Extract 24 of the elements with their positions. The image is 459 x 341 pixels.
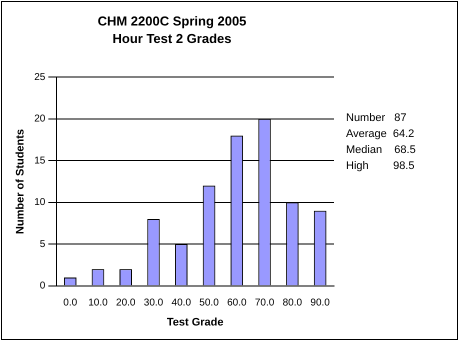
text: Median 68.5 xyxy=(346,143,416,158)
y-axis-title: Number of Students xyxy=(14,128,27,234)
x-tick-label: 30.0 xyxy=(144,298,164,309)
y-tick-label: 25 xyxy=(34,72,46,83)
text: High 98.5 xyxy=(346,159,416,174)
y-tick-label: 10 xyxy=(34,197,46,208)
chart-title: CHM 2200C Spring 2005 xyxy=(98,13,246,28)
x-tick-label: 60.0 xyxy=(227,298,247,309)
text: Average 64.2 xyxy=(346,127,416,142)
y-tick-label: 0 xyxy=(40,280,46,292)
x-tick-label: 80.0 xyxy=(282,298,303,309)
y-tick-label: 15 xyxy=(34,155,46,166)
x-axis-title: Test Grade xyxy=(166,316,224,328)
x-tick-label: 90.0 xyxy=(310,298,330,309)
x-tick-label: 40.0 xyxy=(172,298,192,309)
x-tick-label: 10.0 xyxy=(88,298,108,309)
x-tick-label: 0.0 xyxy=(63,298,78,309)
x-tick-label: 20.0 xyxy=(116,298,136,309)
x-tick-label: 50.0 xyxy=(199,298,220,309)
chart-subtitle: Hour Test 2 Grades xyxy=(112,30,232,46)
y-tick-label: 5 xyxy=(40,238,46,250)
text: Number 87 xyxy=(346,111,408,126)
x-tick-label: 70.0 xyxy=(254,298,275,309)
y-tick-label: 20 xyxy=(34,114,46,125)
